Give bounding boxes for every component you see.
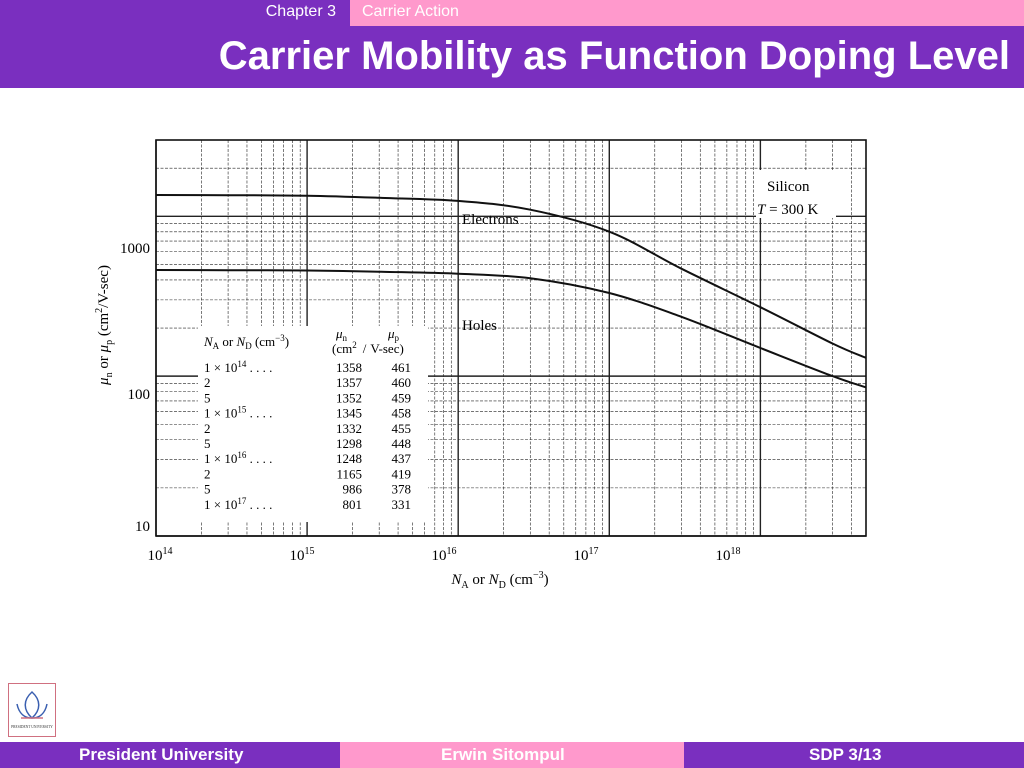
y-axis-label: μn or μp (cm2/V-sec)	[94, 265, 115, 386]
table-rows: 1 × 1014 . . . . 1358 461 2 1357 460 5 1352 459 1…	[204, 359, 412, 512]
table-cell-mun: 801	[343, 497, 363, 512]
table-cell-mun: 1345	[336, 406, 362, 421]
data-table: NA or ND (cm−3) μn μp (cm2/V-sec) 1 × 10…	[198, 326, 428, 522]
table-cell-mun: 986	[343, 482, 363, 497]
table-header-mun: μn	[335, 326, 348, 343]
section-tab: Carrier Action	[350, 0, 1024, 26]
x-tick-labels: 1014 1015 1016 1017 1018	[148, 546, 741, 564]
x-axis-label: NA or ND (cm−3)	[450, 570, 548, 591]
x-tick-label-1e18: 1018	[716, 546, 741, 564]
series-line-holes	[155, 269, 867, 389]
table-cell-mun: 1165	[336, 466, 362, 481]
table-cell-mup: 378	[392, 482, 412, 497]
logo-text: PRESIDENT UNIVERSITY	[11, 725, 53, 729]
table-cell-concentration: 1 × 1016 . . . .	[204, 450, 272, 466]
table-cell-concentration: 2	[204, 375, 211, 390]
section-label: Carrier Action	[362, 3, 459, 20]
title-bar: Carrier Mobility as Function Doping Leve…	[0, 26, 1024, 88]
table-cell-mun: 1298	[336, 436, 362, 451]
chapter-tab: Chapter 3	[0, 0, 342, 26]
series-label-holes: Holes	[462, 318, 497, 334]
series-line-electrons	[155, 194, 867, 359]
table-header-mup: μp	[387, 326, 400, 343]
table-cell-mup: 331	[392, 497, 412, 512]
table-cell-mup: 460	[392, 375, 412, 390]
table-cell-mup: 455	[392, 421, 412, 436]
x-tick-label-1e15: 1015	[290, 546, 315, 564]
table-cell-concentration: 1 × 1014 . . . .	[204, 359, 272, 375]
university-logo: PRESIDENT UNIVERSITY	[8, 683, 56, 737]
table-cell-mup: 437	[392, 451, 412, 466]
footer-author: Erwin Sitompul	[441, 745, 565, 764]
table-cell-mup: 448	[392, 436, 412, 451]
chapter-label: Chapter 3	[265, 3, 336, 20]
footer-slide-number: SDP 3/13	[809, 745, 882, 764]
table-cell-mun: 1332	[336, 421, 362, 436]
table-cell-mun: 1352	[336, 390, 362, 405]
annotation-line2: T = 300 K	[757, 202, 819, 218]
table-cell-mup: 458	[392, 406, 412, 421]
x-tick-label-1e14: 1014	[148, 546, 173, 564]
x-tick-label-1e16: 1016	[432, 546, 457, 564]
table-cell-mun: 1357	[336, 375, 363, 390]
y-tick-label-100: 100	[128, 387, 151, 403]
table-cell-concentration: 5	[204, 436, 211, 451]
table-cell-concentration: 2	[204, 421, 211, 436]
table-header-col1: NA or ND (cm−3)	[203, 333, 289, 351]
annotation-box	[756, 170, 836, 218]
plot-frame	[155, 139, 867, 537]
table-cell-concentration: 1 × 1015 . . . .	[204, 405, 272, 421]
table-cell-mun: 1358	[336, 360, 362, 375]
footer: President University Erwin Sitompul SDP …	[0, 742, 1024, 768]
data-table-box	[198, 326, 428, 522]
table-cell-mup: 461	[392, 360, 412, 375]
footer-right-panel: SDP 3/13	[684, 742, 1024, 768]
table-cell-mup: 459	[392, 390, 412, 405]
footer-center-panel: Erwin Sitompul	[340, 742, 684, 768]
x-tick-label-1e17: 1017	[574, 546, 599, 564]
curves	[155, 194, 867, 389]
table-cell-mup: 419	[392, 466, 412, 481]
lotus-icon: PRESIDENT UNIVERSITY	[11, 690, 53, 729]
slide-title: Carrier Mobility as Function Doping Leve…	[218, 34, 1010, 78]
table-cell-concentration: 1 × 1017 . . . .	[204, 496, 272, 512]
y-tick-label-1000: 1000	[120, 241, 150, 257]
y-tick-label-10: 10	[135, 519, 150, 535]
y-tick-labels: 1000 100 10	[120, 241, 150, 535]
table-cell-mun: 1248	[336, 451, 362, 466]
table-cell-concentration: 5	[204, 390, 211, 405]
table-cell-concentration: 5	[204, 482, 211, 497]
footer-left-panel: President University	[0, 742, 340, 768]
series-label-electrons: Electrons	[462, 212, 519, 228]
annotation-line1: Silicon	[767, 179, 810, 195]
footer-institution: President University	[79, 745, 244, 764]
table-cell-concentration: 2	[204, 466, 211, 481]
table-header-units: (cm2/V-sec)	[332, 340, 404, 356]
mobility-chart: Electrons Holes Silicon T = 300 K 1000 1…	[94, 139, 867, 591]
